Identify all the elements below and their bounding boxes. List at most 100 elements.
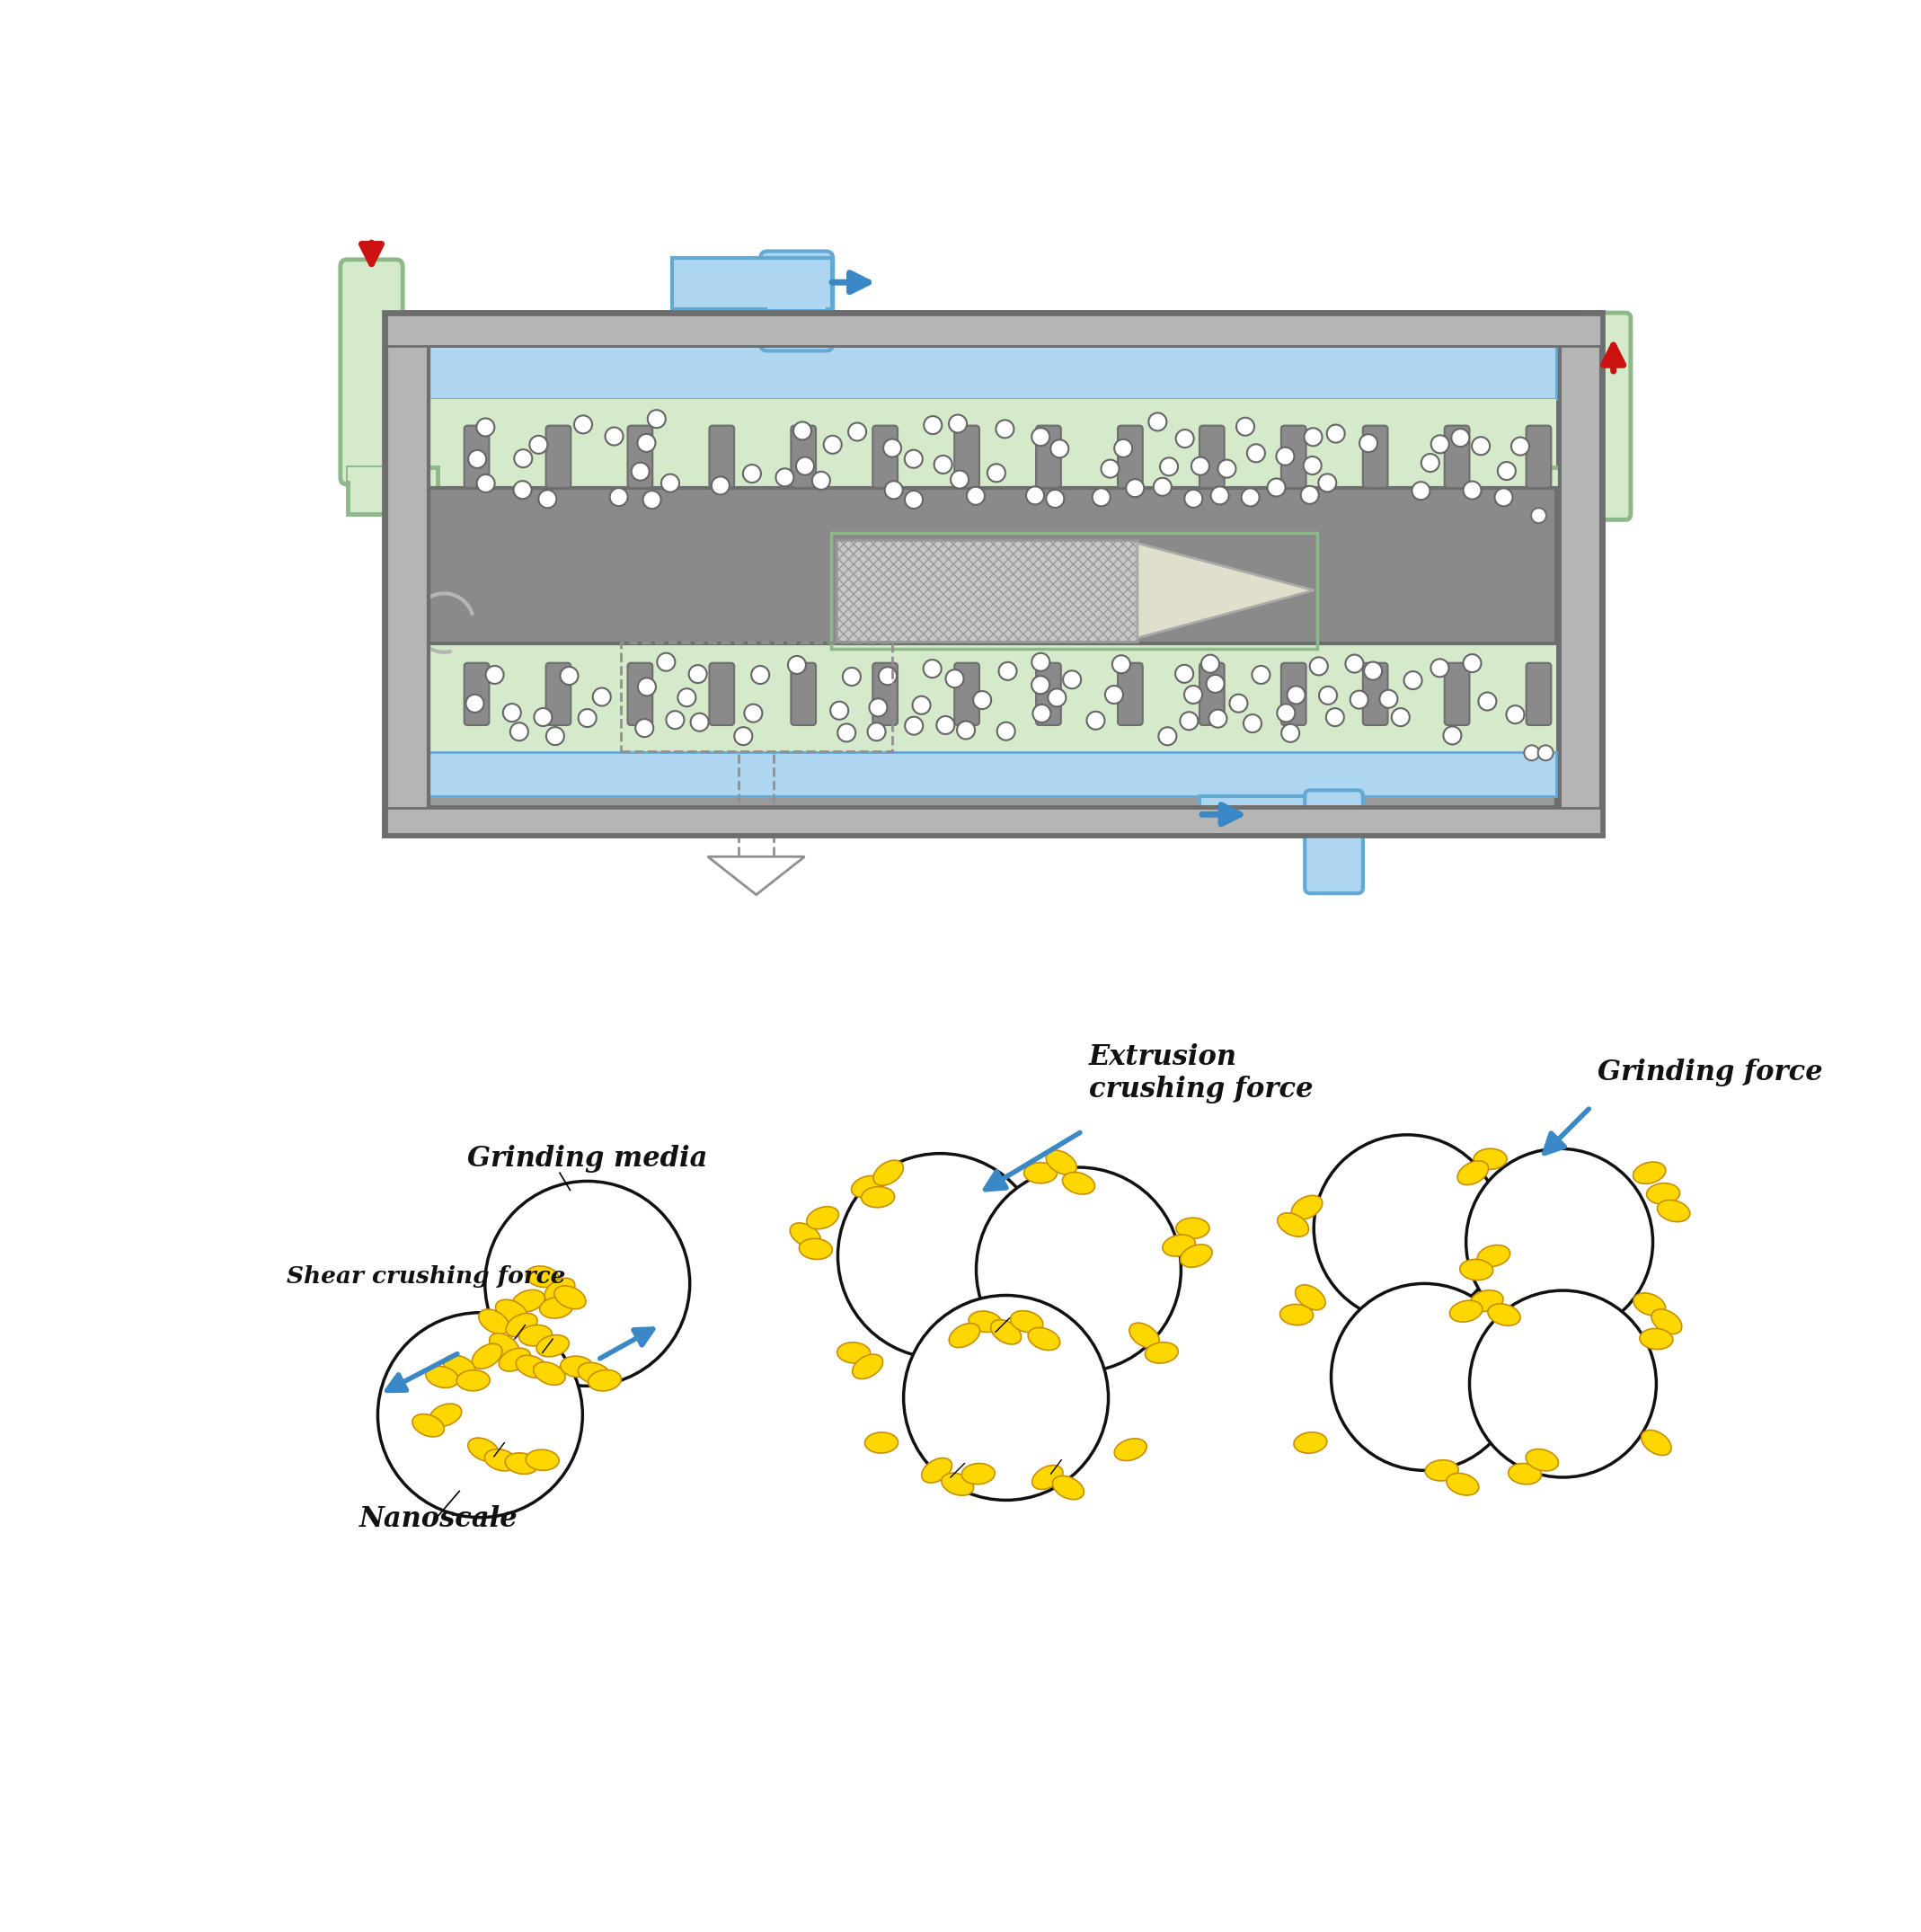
Circle shape xyxy=(511,723,528,740)
Circle shape xyxy=(997,723,1014,740)
Circle shape xyxy=(1158,726,1176,746)
Ellipse shape xyxy=(1176,1217,1210,1238)
Circle shape xyxy=(609,489,628,506)
Bar xyxy=(1201,796,1341,835)
Ellipse shape xyxy=(578,1362,611,1385)
Ellipse shape xyxy=(1450,1300,1483,1321)
Circle shape xyxy=(594,688,611,705)
FancyBboxPatch shape xyxy=(1035,663,1060,724)
Circle shape xyxy=(1101,460,1120,477)
Circle shape xyxy=(999,663,1016,680)
Ellipse shape xyxy=(505,1314,538,1337)
Ellipse shape xyxy=(1633,1293,1666,1316)
FancyBboxPatch shape xyxy=(791,663,816,724)
Circle shape xyxy=(1431,435,1448,454)
Ellipse shape xyxy=(962,1463,995,1484)
Circle shape xyxy=(1466,1150,1652,1335)
Bar xyxy=(386,315,428,835)
Circle shape xyxy=(465,694,484,713)
Circle shape xyxy=(1464,481,1481,498)
FancyBboxPatch shape xyxy=(955,425,980,489)
Ellipse shape xyxy=(1508,1463,1541,1484)
Circle shape xyxy=(1325,709,1345,726)
Ellipse shape xyxy=(540,1296,572,1318)
Circle shape xyxy=(905,450,922,468)
Ellipse shape xyxy=(1489,1304,1520,1325)
Ellipse shape xyxy=(807,1208,839,1229)
Circle shape xyxy=(1310,657,1327,674)
Ellipse shape xyxy=(561,1356,594,1378)
Circle shape xyxy=(657,653,674,670)
Circle shape xyxy=(1243,715,1262,732)
Ellipse shape xyxy=(484,1449,517,1470)
Circle shape xyxy=(484,1180,690,1385)
Circle shape xyxy=(638,435,655,452)
Circle shape xyxy=(793,421,811,440)
Circle shape xyxy=(513,481,532,498)
Circle shape xyxy=(1404,670,1422,690)
Circle shape xyxy=(503,703,521,723)
Circle shape xyxy=(632,462,649,481)
Circle shape xyxy=(905,491,922,508)
Ellipse shape xyxy=(1460,1260,1493,1281)
FancyBboxPatch shape xyxy=(1035,425,1060,489)
Circle shape xyxy=(1247,444,1266,462)
FancyBboxPatch shape xyxy=(1445,663,1470,724)
Circle shape xyxy=(1523,746,1539,761)
Ellipse shape xyxy=(1145,1343,1178,1364)
Circle shape xyxy=(1304,456,1322,475)
Circle shape xyxy=(1191,458,1210,475)
Circle shape xyxy=(905,717,922,734)
Circle shape xyxy=(1179,713,1199,730)
Ellipse shape xyxy=(1277,1213,1308,1236)
Circle shape xyxy=(1049,688,1066,707)
Ellipse shape xyxy=(922,1459,953,1482)
Circle shape xyxy=(878,667,897,686)
Circle shape xyxy=(838,1153,1043,1358)
Circle shape xyxy=(934,456,953,473)
Ellipse shape xyxy=(1291,1196,1322,1219)
Bar xyxy=(428,400,1556,520)
FancyBboxPatch shape xyxy=(955,663,980,724)
Circle shape xyxy=(1422,454,1439,471)
Circle shape xyxy=(1277,703,1295,723)
Circle shape xyxy=(638,678,655,696)
FancyBboxPatch shape xyxy=(1281,425,1306,489)
Polygon shape xyxy=(707,856,805,895)
Circle shape xyxy=(945,670,964,688)
Ellipse shape xyxy=(490,1333,519,1358)
FancyBboxPatch shape xyxy=(340,259,403,485)
Ellipse shape xyxy=(1646,1182,1679,1204)
Ellipse shape xyxy=(1473,1150,1506,1169)
Circle shape xyxy=(486,667,503,684)
Ellipse shape xyxy=(853,1354,884,1379)
Circle shape xyxy=(1206,674,1224,694)
Ellipse shape xyxy=(478,1310,509,1333)
Circle shape xyxy=(1093,489,1110,506)
Circle shape xyxy=(561,667,578,684)
Circle shape xyxy=(937,717,955,734)
Circle shape xyxy=(378,1312,582,1517)
Ellipse shape xyxy=(1295,1432,1327,1453)
FancyBboxPatch shape xyxy=(761,251,834,352)
Ellipse shape xyxy=(1114,1439,1147,1461)
Ellipse shape xyxy=(469,1437,499,1461)
Ellipse shape xyxy=(838,1343,870,1364)
Ellipse shape xyxy=(1641,1430,1671,1455)
Circle shape xyxy=(1105,686,1124,703)
Circle shape xyxy=(1114,439,1131,458)
Bar xyxy=(1533,468,1627,514)
Ellipse shape xyxy=(413,1414,444,1437)
Ellipse shape xyxy=(426,1366,459,1387)
Circle shape xyxy=(974,692,991,709)
FancyBboxPatch shape xyxy=(1575,313,1631,520)
Polygon shape xyxy=(1137,543,1314,638)
Circle shape xyxy=(1149,413,1166,431)
Circle shape xyxy=(912,696,930,715)
Bar xyxy=(766,284,826,309)
Circle shape xyxy=(795,458,815,475)
Ellipse shape xyxy=(1425,1461,1458,1480)
Circle shape xyxy=(1087,711,1105,730)
Bar xyxy=(836,539,1137,641)
Circle shape xyxy=(476,419,494,437)
